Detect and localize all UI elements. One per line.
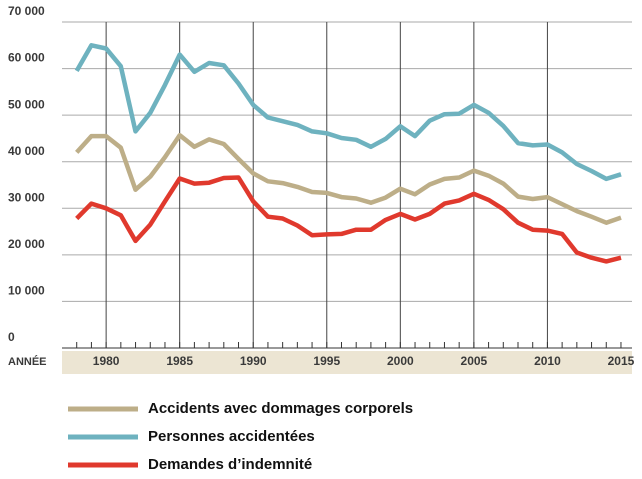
legend-label: Personnes accidentées — [148, 428, 315, 445]
y-tick-label: 0 — [8, 330, 15, 344]
legend-label: Demandes d’indemnité — [148, 456, 312, 473]
x-tick-label: 2010 — [534, 354, 561, 368]
y-tick-label: 20 000 — [8, 237, 45, 251]
y-tick-label: 50 000 — [8, 97, 45, 111]
series-line — [75, 132, 622, 225]
y-tick-label: 70 000 — [8, 4, 45, 18]
x-tick-label: 2005 — [461, 354, 488, 368]
y-tick-label: 60 000 — [8, 51, 45, 65]
x-axis-label: ANNÉE — [8, 355, 47, 368]
x-tick-label: 2015 — [608, 354, 635, 368]
x-tick-label: 1980 — [93, 354, 120, 368]
y-tick-label: 30 000 — [8, 190, 45, 204]
y-tick-label: 40 000 — [8, 144, 45, 158]
series-line — [74, 43, 622, 182]
x-tick-label: 1990 — [240, 354, 267, 368]
series-line — [75, 175, 622, 264]
y-tick-label: 10 000 — [8, 284, 45, 298]
x-axis-band — [62, 351, 632, 374]
x-tick-label: 1985 — [166, 354, 193, 368]
legend-label: Accidents avec dommages corporels — [148, 400, 413, 417]
x-tick-label: 1995 — [313, 354, 340, 368]
x-tick-label: 2000 — [387, 354, 414, 368]
